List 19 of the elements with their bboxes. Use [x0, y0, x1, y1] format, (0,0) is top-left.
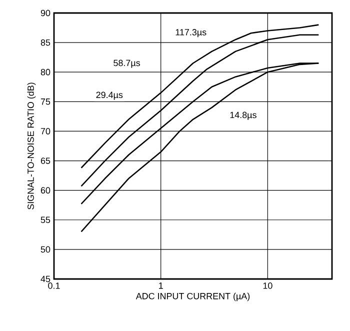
y-tick-label: 75	[40, 98, 50, 105]
y-tick-label: 60	[40, 187, 50, 194]
y-tick-label: 45	[40, 276, 50, 282]
annotation: 14.8µs	[230, 112, 256, 120]
x-axis-title: ADC INPUT CURRENT (µA)	[136, 292, 250, 302]
y-tick-label: 80	[40, 68, 50, 76]
y-tick-label: 70	[40, 128, 50, 134]
y-tick-label: 90	[40, 10, 50, 16]
annotation: 117.3µs	[176, 29, 206, 38]
y-tick-label: 65	[40, 158, 50, 164]
annotation: 58.7µs	[114, 60, 140, 68]
y-axis-title: SIGNAL-TO-NOISE RATIO (dB)	[27, 82, 36, 210]
y-tick-label: 55	[40, 216, 50, 224]
x-tick-label: 0.1	[48, 282, 60, 289]
x-tick-label: 1	[159, 282, 163, 289]
x-tick-label: 10	[263, 282, 272, 289]
y-tick-label: 50	[40, 246, 50, 253]
annotation: 29.4µs	[96, 92, 123, 100]
y-tick-label: 85	[40, 39, 50, 46]
